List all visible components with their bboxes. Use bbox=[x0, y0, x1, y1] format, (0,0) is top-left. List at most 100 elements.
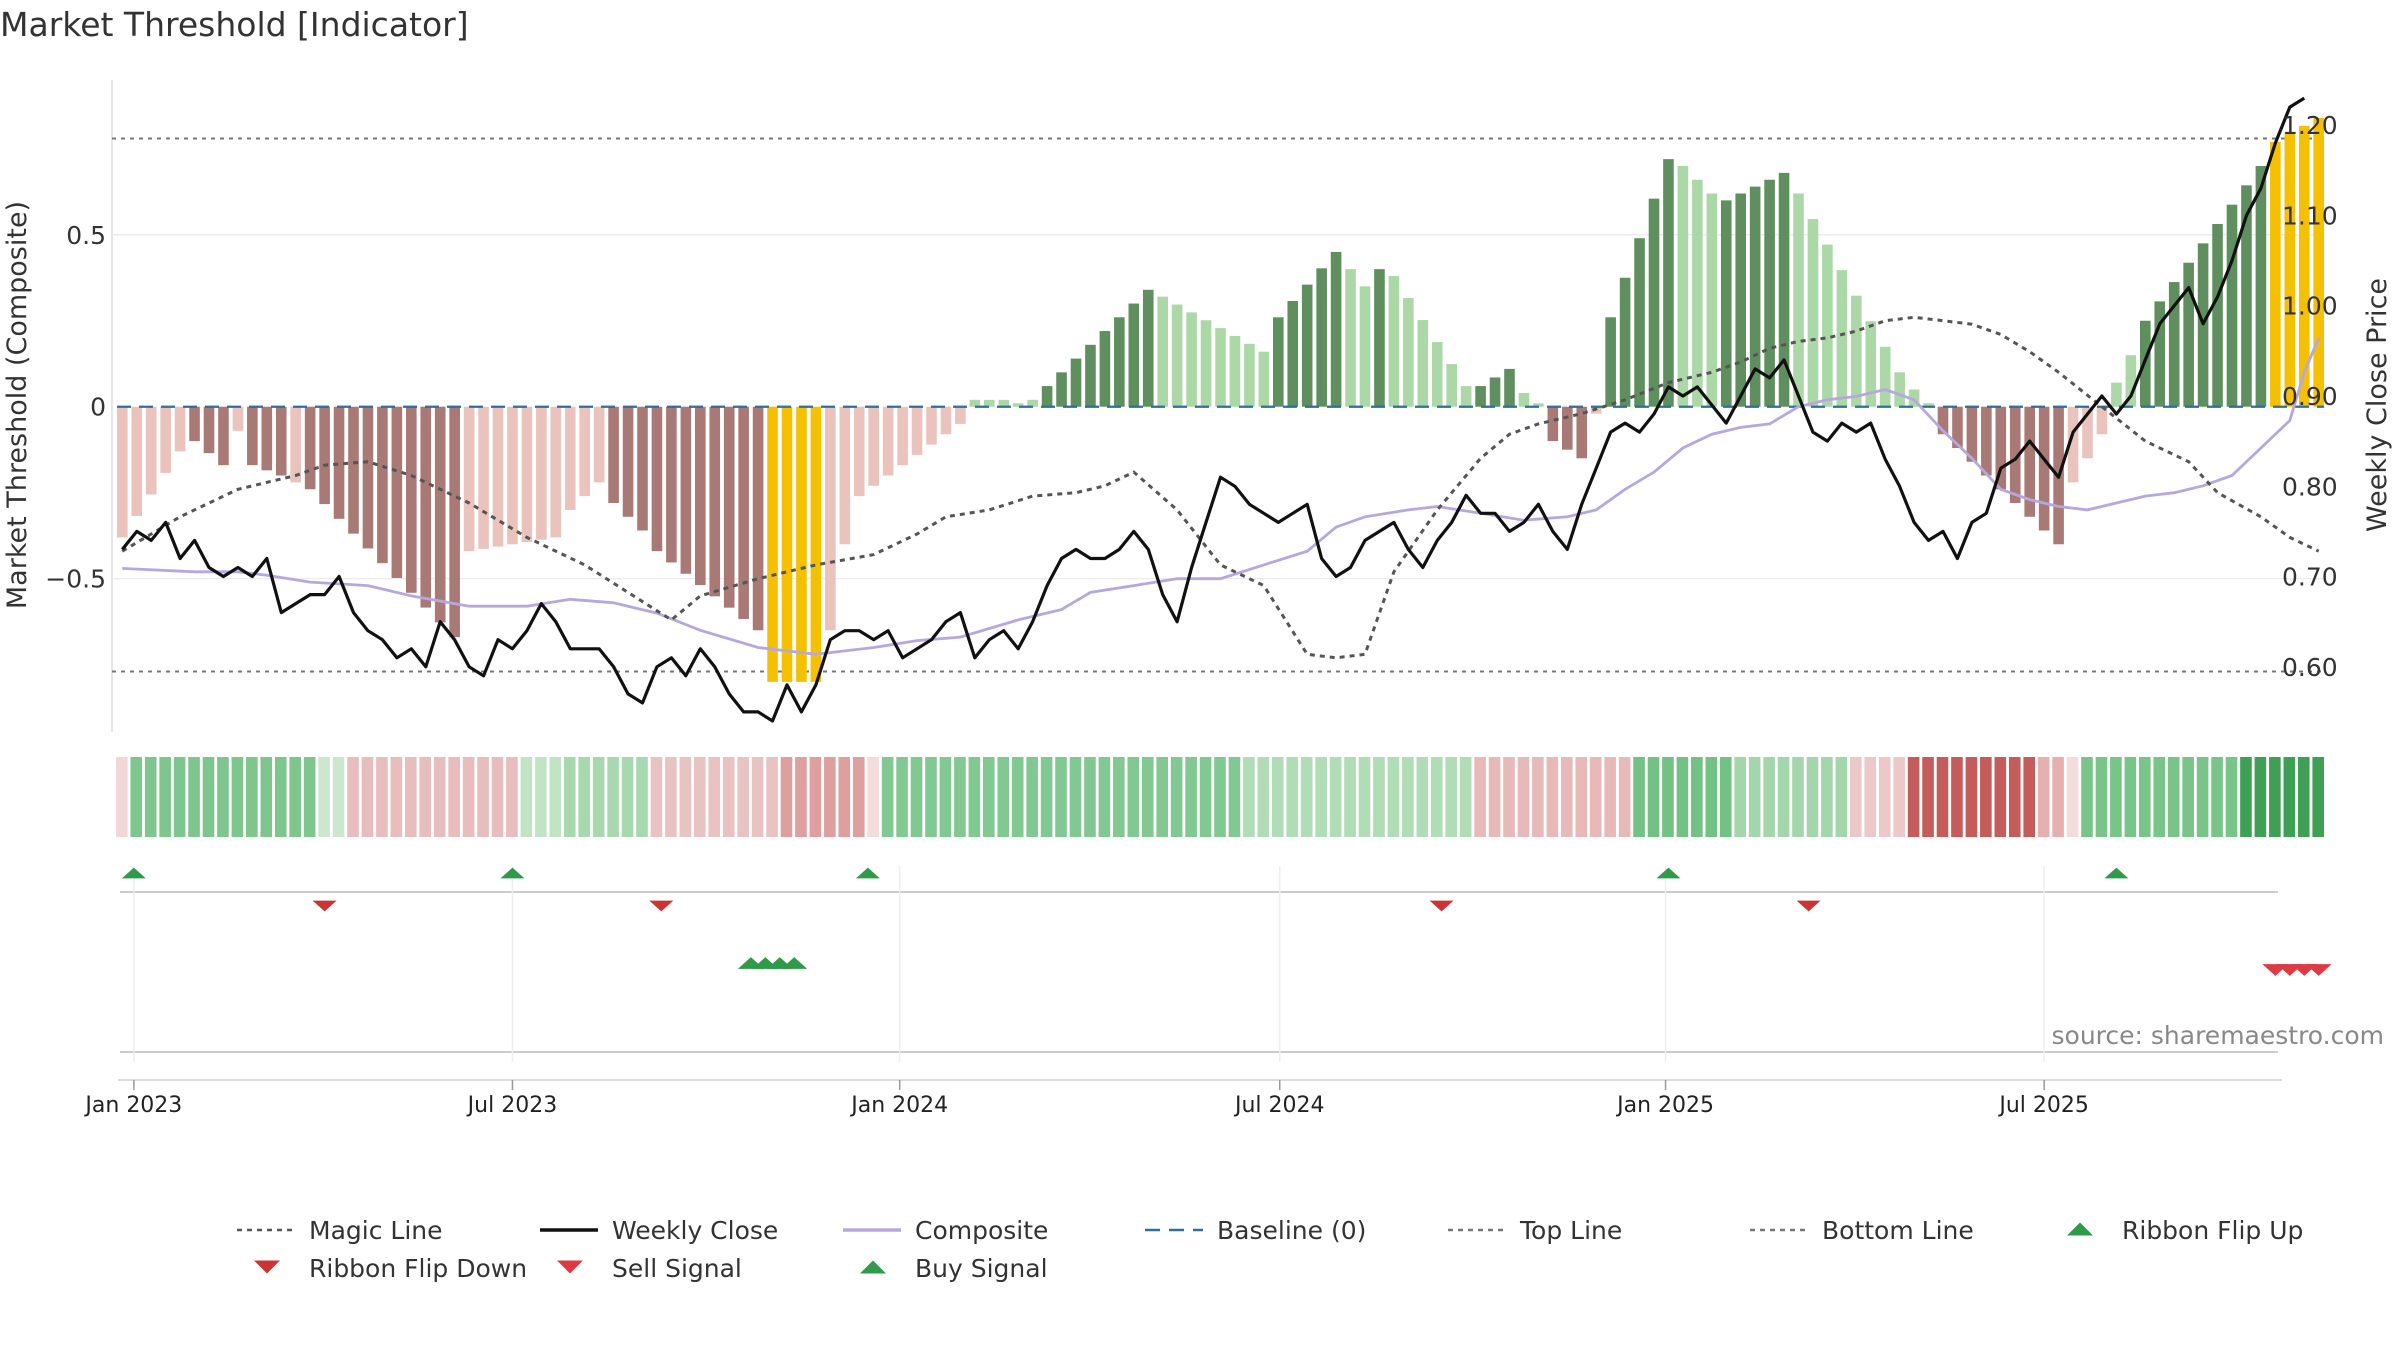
legend-swatch-marker bbox=[254, 1260, 280, 1274]
ribbon-cell bbox=[246, 757, 258, 837]
ribbon-cell bbox=[130, 757, 143, 837]
composite-bar bbox=[738, 406, 749, 619]
ribbon-cell bbox=[1300, 757, 1313, 837]
composite-bar bbox=[1851, 295, 1862, 407]
composite-bar bbox=[564, 406, 576, 510]
ribbon-cell bbox=[535, 757, 547, 837]
ribbon-cell bbox=[1430, 757, 1443, 837]
ribbon-cell bbox=[1141, 757, 1154, 837]
composite-bar bbox=[695, 406, 706, 586]
composite-bar bbox=[2082, 406, 2093, 459]
ribbon-cell bbox=[1373, 757, 1385, 837]
composite-bar bbox=[131, 406, 143, 516]
composite-bar bbox=[1995, 406, 2007, 490]
x-axis-ticks: Jan 2023 Jul 2023 Jan 2024 Jul 2024 Jan 2025… bbox=[83, 1080, 2089, 1118]
ribbon-cell bbox=[838, 757, 851, 837]
legend-item-label: Buy Signal bbox=[915, 1254, 1048, 1283]
composite-bar bbox=[1070, 358, 1082, 407]
composite-bar bbox=[1403, 298, 1414, 407]
composite-bar bbox=[261, 406, 273, 471]
ribbon-cell bbox=[1402, 757, 1414, 837]
ribbon-cell bbox=[1214, 757, 1226, 837]
composite-bar bbox=[1706, 193, 1718, 407]
legend-item-label: Sell Signal bbox=[612, 1254, 742, 1283]
ribbon-cell bbox=[448, 757, 460, 837]
x-tick-label: Jul 2024 bbox=[1233, 1093, 1325, 1118]
composite-bar bbox=[1489, 377, 1501, 407]
composite-bar bbox=[767, 406, 778, 682]
legend-item-label: Ribbon Flip Down bbox=[309, 1254, 527, 1283]
composite-bar bbox=[940, 406, 952, 435]
right-tick-label: 0.80 bbox=[2282, 472, 2338, 501]
ribbon-cell bbox=[737, 757, 749, 837]
ribbon-cell bbox=[1199, 757, 1212, 837]
composite-bar bbox=[507, 406, 518, 545]
ribbon-cell bbox=[968, 757, 981, 837]
ribbon-cell bbox=[665, 757, 677, 837]
composite-bar bbox=[1041, 386, 1053, 407]
composite-bar bbox=[377, 406, 388, 564]
composite-bar bbox=[1287, 300, 1299, 407]
ribbon-cell bbox=[1286, 757, 1299, 837]
ribbon-flip-up-marker bbox=[1656, 867, 1681, 879]
composite-bar bbox=[969, 399, 981, 407]
ribbon-cell bbox=[1604, 757, 1616, 837]
ribbon-cell bbox=[867, 757, 879, 837]
ribbon-flip-up-marker bbox=[2104, 867, 2129, 879]
ribbon-cell bbox=[217, 757, 229, 837]
composite-bar bbox=[752, 406, 764, 631]
ribbon-cell bbox=[2283, 757, 2296, 837]
ribbon-cell bbox=[144, 757, 157, 837]
ribbon-cell bbox=[1445, 757, 1457, 837]
ribbon-cell bbox=[809, 757, 822, 837]
composite-bar bbox=[579, 406, 590, 497]
ribbon-cell bbox=[1055, 757, 1067, 837]
ribbon-cell bbox=[578, 757, 590, 837]
ribbon-cell bbox=[896, 757, 908, 837]
source-text: source: sharemaestro.com bbox=[2052, 1021, 2385, 1050]
composite-bar bbox=[1186, 312, 1197, 407]
composite-bar bbox=[333, 406, 345, 519]
left-tick-label: −0.5 bbox=[45, 565, 106, 594]
composite-bar bbox=[434, 406, 446, 623]
right-tick-label: 1.20 bbox=[2282, 111, 2338, 140]
ribbon-cell bbox=[983, 757, 995, 837]
ribbon-cell bbox=[592, 757, 605, 837]
legend-item-label: Baseline (0) bbox=[1217, 1216, 1366, 1245]
composite-bar bbox=[926, 406, 937, 445]
composite-bar bbox=[2024, 406, 2035, 517]
ribbon-cell bbox=[1676, 757, 1689, 837]
ribbon-cell bbox=[303, 757, 316, 837]
composite-bar bbox=[1923, 403, 1934, 407]
composite-bar bbox=[218, 406, 229, 466]
left-tick-label: 0 bbox=[90, 393, 106, 422]
composite-bar bbox=[1085, 344, 1096, 407]
ribbon-cell bbox=[1647, 757, 1660, 837]
composite-bar bbox=[1244, 343, 1255, 407]
ribbon-cell bbox=[881, 757, 894, 837]
ribbon-cell bbox=[1734, 757, 1746, 837]
ribbon-cell bbox=[679, 757, 692, 837]
composite-bar bbox=[189, 406, 200, 442]
composite-bar bbox=[2212, 224, 2223, 407]
ribbon-cell bbox=[694, 757, 706, 837]
composite-bar bbox=[1388, 276, 1400, 407]
ribbon-cell bbox=[462, 757, 475, 837]
ribbon-cell bbox=[1387, 757, 1400, 837]
ribbon-cell bbox=[433, 757, 446, 837]
composite-bar bbox=[2284, 133, 2296, 407]
composite-bar bbox=[1533, 403, 1544, 407]
right-tick-label: 0.60 bbox=[2282, 653, 2338, 682]
ribbon-cell bbox=[2297, 757, 2310, 837]
composite-bar bbox=[1648, 198, 1660, 407]
ribbon-cell bbox=[1503, 757, 1515, 837]
composite-bar bbox=[1562, 406, 1573, 450]
ribbon-cell bbox=[708, 757, 721, 837]
composite-bar bbox=[1504, 368, 1515, 407]
ribbon-cell bbox=[274, 757, 287, 837]
ribbon-flip-down-marker bbox=[1429, 900, 1454, 912]
composite-bar bbox=[1374, 269, 1385, 407]
line-series bbox=[117, 96, 2324, 723]
ribbon-cell bbox=[1965, 757, 1978, 837]
